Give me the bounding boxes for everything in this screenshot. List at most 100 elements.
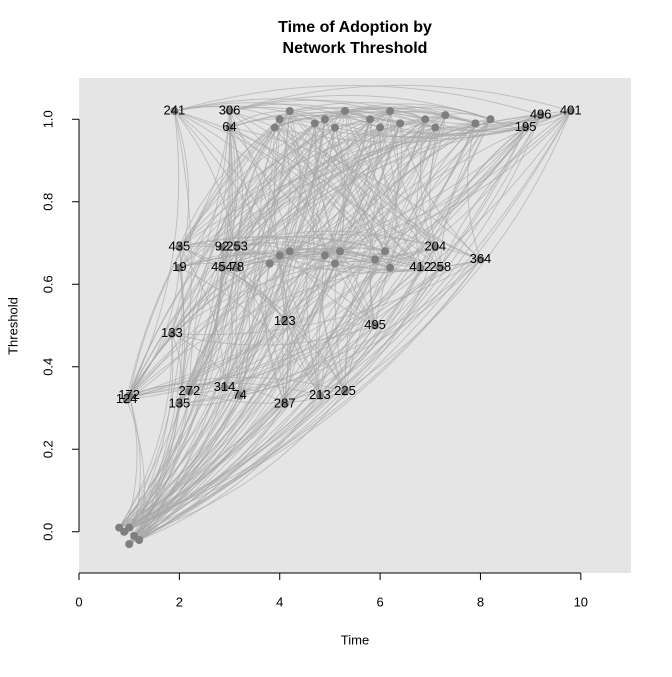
edge bbox=[289, 123, 401, 252]
node-label: 64 bbox=[222, 119, 236, 134]
x-axis-label: Time bbox=[341, 632, 369, 647]
edge bbox=[138, 267, 391, 541]
edge bbox=[324, 114, 446, 256]
node bbox=[476, 255, 485, 264]
edge bbox=[236, 122, 316, 248]
edge bbox=[334, 127, 421, 269]
edge bbox=[123, 119, 371, 533]
edge bbox=[134, 391, 346, 537]
edge bbox=[133, 127, 276, 537]
edge bbox=[128, 251, 386, 545]
node bbox=[220, 383, 229, 392]
node-label: 496 bbox=[530, 107, 552, 122]
edge bbox=[118, 251, 291, 528]
edge bbox=[400, 117, 476, 124]
node bbox=[436, 263, 445, 272]
edge bbox=[133, 251, 341, 537]
y-tick-label: 0.6 bbox=[40, 275, 55, 293]
node-label: 135 bbox=[169, 395, 191, 410]
node-label: 19 bbox=[172, 259, 186, 274]
node bbox=[270, 123, 279, 132]
edge bbox=[334, 260, 391, 269]
edge bbox=[379, 122, 436, 128]
chart-subtitle: Network Threshold bbox=[283, 40, 428, 57]
edge bbox=[138, 267, 421, 541]
x-tick-label: 6 bbox=[376, 594, 383, 609]
node-label: 272 bbox=[179, 383, 201, 398]
edge bbox=[289, 110, 301, 252]
edge bbox=[128, 114, 446, 396]
node bbox=[421, 115, 430, 124]
node-label: 435 bbox=[169, 239, 191, 254]
edge bbox=[138, 114, 542, 541]
node-label: 74 bbox=[232, 387, 246, 402]
edge bbox=[279, 127, 436, 256]
node bbox=[320, 251, 329, 260]
edge bbox=[324, 110, 349, 256]
node bbox=[175, 243, 184, 252]
edge bbox=[239, 259, 376, 396]
node bbox=[441, 111, 450, 120]
y-tick-label: 0.4 bbox=[40, 358, 55, 376]
edge bbox=[178, 110, 291, 404]
edge bbox=[128, 123, 316, 528]
edge bbox=[334, 127, 436, 265]
y-axis-label: Threshold bbox=[5, 297, 20, 355]
edge bbox=[128, 119, 426, 545]
edge bbox=[128, 255, 326, 545]
node bbox=[521, 123, 530, 132]
node bbox=[225, 107, 234, 115]
node bbox=[115, 523, 124, 532]
edge bbox=[229, 84, 571, 112]
edge bbox=[128, 383, 225, 397]
edge bbox=[289, 247, 376, 260]
node bbox=[396, 119, 405, 128]
edge bbox=[224, 246, 436, 388]
edge bbox=[123, 251, 386, 533]
edge bbox=[138, 263, 336, 541]
edge bbox=[425, 118, 526, 132]
edge bbox=[279, 119, 291, 256]
edge bbox=[236, 127, 336, 268]
node bbox=[175, 399, 184, 408]
node-label: 213 bbox=[309, 387, 331, 402]
edge bbox=[289, 123, 476, 252]
edge bbox=[118, 123, 401, 529]
node bbox=[275, 115, 284, 124]
edge bbox=[138, 119, 281, 541]
node bbox=[315, 391, 324, 400]
edge bbox=[178, 127, 275, 248]
node-label: 364 bbox=[470, 251, 492, 266]
edge bbox=[525, 110, 572, 128]
edge bbox=[399, 123, 481, 260]
edge bbox=[133, 114, 446, 537]
edge bbox=[118, 259, 376, 529]
edge bbox=[123, 119, 426, 533]
edge bbox=[128, 395, 141, 545]
edge bbox=[269, 119, 326, 264]
x-tick-label: 4 bbox=[276, 594, 283, 609]
edge bbox=[126, 382, 321, 401]
node-label: 124 bbox=[116, 391, 138, 406]
edge bbox=[178, 118, 281, 268]
edge bbox=[126, 399, 145, 541]
edge bbox=[269, 119, 371, 265]
node bbox=[330, 259, 339, 268]
edge bbox=[128, 110, 572, 545]
edge bbox=[128, 259, 376, 529]
edge bbox=[319, 114, 542, 397]
edge bbox=[306, 127, 336, 396]
edge bbox=[126, 110, 180, 400]
node-label: 225 bbox=[334, 383, 356, 398]
node bbox=[486, 115, 495, 124]
edge bbox=[133, 263, 271, 537]
edge bbox=[221, 118, 426, 248]
edge bbox=[435, 114, 541, 131]
y-tick-label: 0.2 bbox=[40, 440, 55, 458]
node-label: 133 bbox=[161, 325, 183, 340]
node bbox=[233, 263, 242, 272]
edge bbox=[324, 110, 391, 256]
x-tick-label: 0 bbox=[75, 594, 82, 609]
node bbox=[310, 119, 319, 128]
